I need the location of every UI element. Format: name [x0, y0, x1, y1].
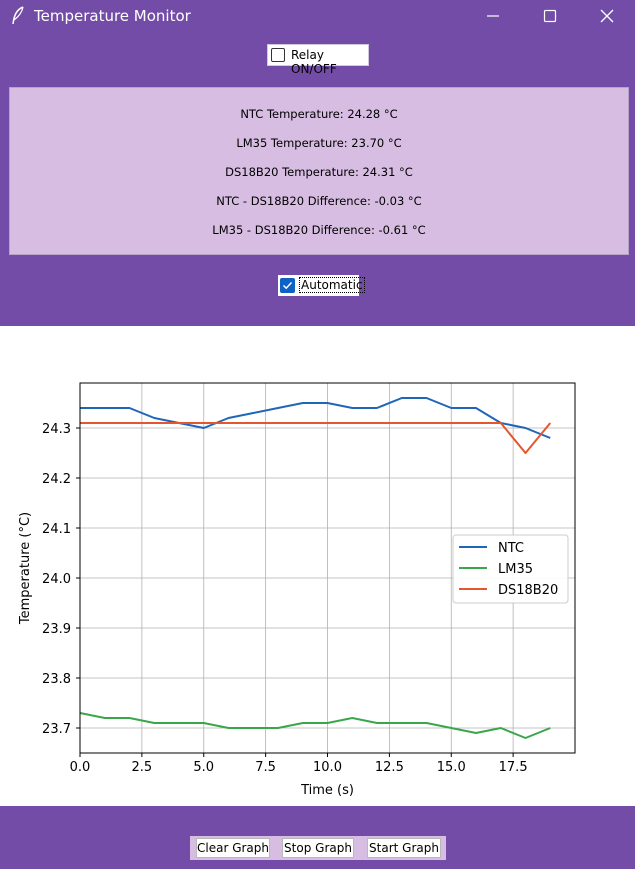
relay-checkbox-box[interactable] [271, 48, 285, 62]
lm35-ds18b20-difference: LM35 - DS18B20 Difference: -0.61 °C [212, 223, 426, 237]
series-line-lm35 [79, 712, 551, 739]
maximize-button[interactable] [527, 0, 573, 33]
automatic-checkbox-label[interactable]: Automatic [299, 277, 365, 293]
relay-checkbox[interactable]: Relay ON/OFF [267, 44, 369, 76]
y-tick-label: 24.2 [42, 472, 71, 487]
y-tick-label: 23.9 [42, 622, 71, 637]
x-tick-label: 17.5 [499, 760, 528, 775]
legend-box [452, 534, 569, 604]
bottom-bar: Clear Graph Stop Graph Start Graph [0, 806, 635, 869]
maximize-icon [543, 9, 557, 23]
y-tick-label: 23.7 [42, 722, 71, 737]
close-icon [600, 9, 614, 23]
checkmark-icon [282, 281, 293, 290]
x-tick-label: 0.0 [70, 760, 91, 775]
title-bar: Temperature Monitor [0, 0, 635, 33]
clear-graph-button[interactable]: Clear Graph [196, 838, 270, 858]
ntc-ds18b20-difference: NTC - DS18B20 Difference: -0.03 °C [216, 194, 422, 208]
y-tick-label: 24.3 [42, 422, 71, 437]
y-tick-label: 23.8 [42, 672, 71, 687]
legend-label-ds18b20: DS18B20 [498, 583, 558, 598]
lm35-temperature: LM35 Temperature: 23.70 °C [236, 136, 402, 150]
x-tick-label: 5.0 [193, 760, 214, 775]
control-panel: Relay ON/OFF NTC Temperature: 24.28 °C L… [0, 33, 635, 326]
series-line-ntc [80, 397, 551, 439]
automatic-checkbox-box[interactable] [280, 278, 295, 293]
x-tick-label: 2.5 [132, 760, 153, 775]
x-tick-label: 10.0 [313, 760, 342, 775]
button-group: Clear Graph Stop Graph Start Graph [190, 836, 446, 860]
window-title: Temperature Monitor [34, 7, 191, 25]
feather-icon [10, 6, 26, 26]
ntc-temperature: NTC Temperature: 24.28 °C [240, 107, 398, 121]
y-tick-label: 24.1 [42, 522, 71, 537]
series-line-ds18b20 [80, 422, 552, 454]
x-axis-label: Time (s) [300, 783, 354, 798]
temperature-chart: 0.0 2.5 5.0 7.5 10.0 12.5 15.0 17.5 23.7 23.8 23.9… [0, 326, 635, 806]
legend-label-lm35: LM35 [498, 562, 533, 577]
ds18b20-temperature: DS18B20 Temperature: 24.31 °C [225, 165, 413, 179]
minimize-button[interactable] [470, 0, 516, 33]
start-graph-button[interactable]: Start Graph [367, 838, 441, 858]
stop-graph-button[interactable]: Stop Graph [282, 838, 354, 858]
y-axis-label: Temperature (°C) [18, 512, 33, 625]
automatic-checkbox[interactable]: Automatic [278, 275, 365, 296]
legend-label-ntc: NTC [498, 541, 524, 556]
x-tick-label: 7.5 [255, 760, 276, 775]
chart-svg: 0.0 2.5 5.0 7.5 10.0 12.5 15.0 17.5 23.7 23.8 23.9… [18, 382, 576, 798]
x-tick-label: 12.5 [375, 760, 404, 775]
y-tick-label: 24.0 [42, 572, 71, 587]
x-tick-label: 15.0 [437, 760, 466, 775]
minimize-icon [487, 15, 499, 17]
relay-checkbox-label[interactable]: Relay ON/OFF [291, 48, 337, 76]
close-button[interactable] [584, 0, 630, 33]
readings-panel: NTC Temperature: 24.28 °C LM35 Temperatu… [9, 87, 629, 255]
